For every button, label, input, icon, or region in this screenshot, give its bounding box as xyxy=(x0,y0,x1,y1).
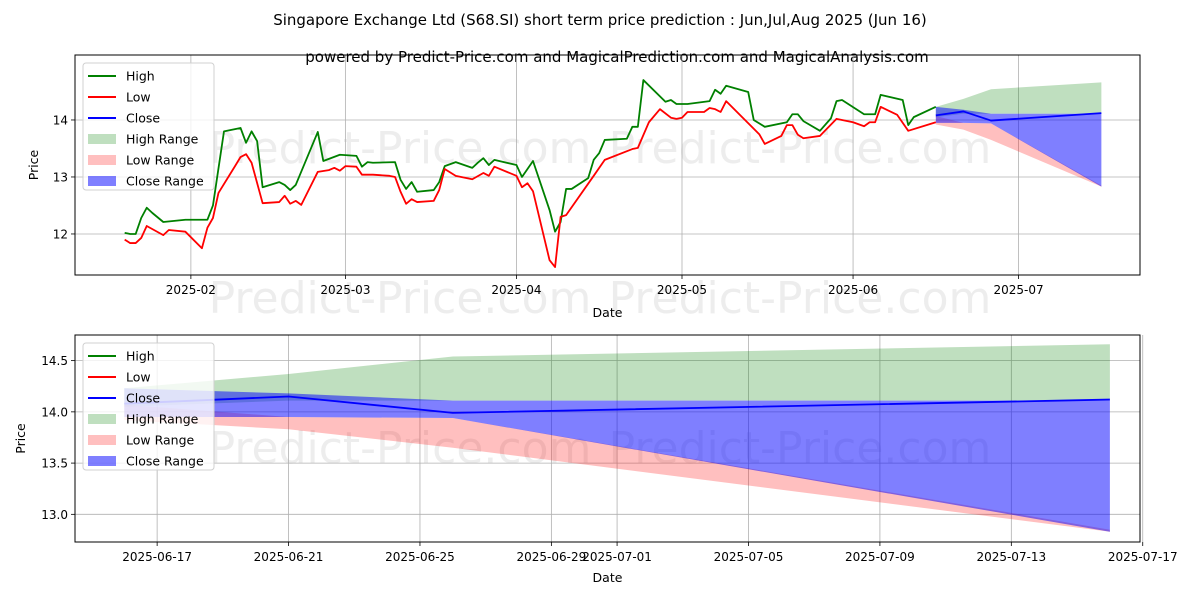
legend-label: Low Range xyxy=(126,153,195,168)
x-tick-label: 2025-07 xyxy=(994,283,1044,297)
axes-frame xyxy=(74,54,1141,276)
axes-frame xyxy=(74,334,1141,543)
watermark-text: Predict-Price.com xyxy=(609,123,992,174)
chart-subtitle: powered by Predict-Price.com and Magical… xyxy=(305,48,929,66)
x-tick-label: 2025-06-29 xyxy=(517,550,587,564)
high-range-band xyxy=(124,344,1110,407)
x-tick-label: 2025-07-05 xyxy=(714,550,784,564)
y-tick-label: 13 xyxy=(53,170,68,184)
legend: High Low Close High Range Low Range Close Ran… xyxy=(82,342,215,471)
y-tick-label: 14.5 xyxy=(41,354,68,368)
chart-title: Singapore Exchange Ltd (S68.SI) short te… xyxy=(273,11,927,29)
x-axis-label: Date xyxy=(593,570,623,585)
high-line xyxy=(124,79,937,235)
close-line xyxy=(935,110,1102,122)
legend-label: Low Range xyxy=(126,433,195,448)
legend-swatch-low-range xyxy=(88,155,116,165)
watermark-text: Predict-Price.com xyxy=(209,273,592,324)
x-tick-label: 2025-06-21 xyxy=(254,550,324,564)
legend-swatch-high-range xyxy=(88,134,116,144)
watermark-text: Predict-Price.com xyxy=(209,123,592,174)
bottom-chart: Predict-Price.comPredict-Price.com2025-0… xyxy=(13,334,1178,585)
legend-swatch-close-range xyxy=(88,456,116,466)
legend-swatch-close-range xyxy=(88,176,116,186)
y-axis-label: Price xyxy=(26,149,41,180)
legend-swatch-low-range xyxy=(88,435,116,445)
legend-label: Low xyxy=(126,90,151,105)
x-tick-label: 2025-07-09 xyxy=(845,550,915,564)
x-tick-label: 2025-06-17 xyxy=(122,550,192,564)
close-range-band xyxy=(124,388,1110,532)
x-tick-label: 2025-07-17 xyxy=(1108,550,1178,564)
legend-label: Low xyxy=(126,370,151,385)
legend-label: Close Range xyxy=(126,174,204,189)
close-range-band xyxy=(935,106,1102,187)
x-tick-label: 2025-05 xyxy=(657,283,707,297)
low-line xyxy=(124,100,937,268)
legend-label: High Range xyxy=(126,412,199,427)
legend-label: High xyxy=(126,349,155,364)
legend-label: High Range xyxy=(126,132,199,147)
legend-label: Close xyxy=(126,391,160,406)
x-tick-label: 2025-03 xyxy=(320,283,370,297)
legend-label: High xyxy=(126,69,155,84)
x-tick-label: 2025-02 xyxy=(166,283,216,297)
y-tick-label: 13.0 xyxy=(41,508,68,522)
y-tick-label: 14 xyxy=(53,113,68,127)
high-range-band xyxy=(935,82,1102,118)
x-tick-label: 2025-04 xyxy=(491,283,541,297)
low-range-band xyxy=(935,115,1102,187)
x-tick-label: 2025-07-01 xyxy=(582,550,652,564)
y-tick-label: 13.5 xyxy=(41,457,68,471)
legend-label: Close Range xyxy=(126,454,204,469)
y-axis-label: Price xyxy=(13,423,28,454)
x-tick-label: 2025-06 xyxy=(828,283,878,297)
x-tick-label: 2025-06-25 xyxy=(385,550,455,564)
y-tick-label: 14.0 xyxy=(41,405,68,419)
legend-label: Close xyxy=(126,111,160,126)
watermark-text: Predict-Price.com xyxy=(209,423,592,474)
x-axis-label: Date xyxy=(593,305,623,320)
y-tick-label: 12 xyxy=(53,227,68,241)
x-tick-label: 2025-07-13 xyxy=(976,550,1046,564)
top-chart: Predict-Price.com Predict-Price.com Predic… xyxy=(26,54,1141,324)
legend: High Low Close High Range Low Range Close Ran… xyxy=(82,62,215,191)
legend-swatch-high-range xyxy=(88,414,116,424)
low-range-band xyxy=(124,404,1110,532)
watermark-text: Predict-Price.com xyxy=(609,273,992,324)
